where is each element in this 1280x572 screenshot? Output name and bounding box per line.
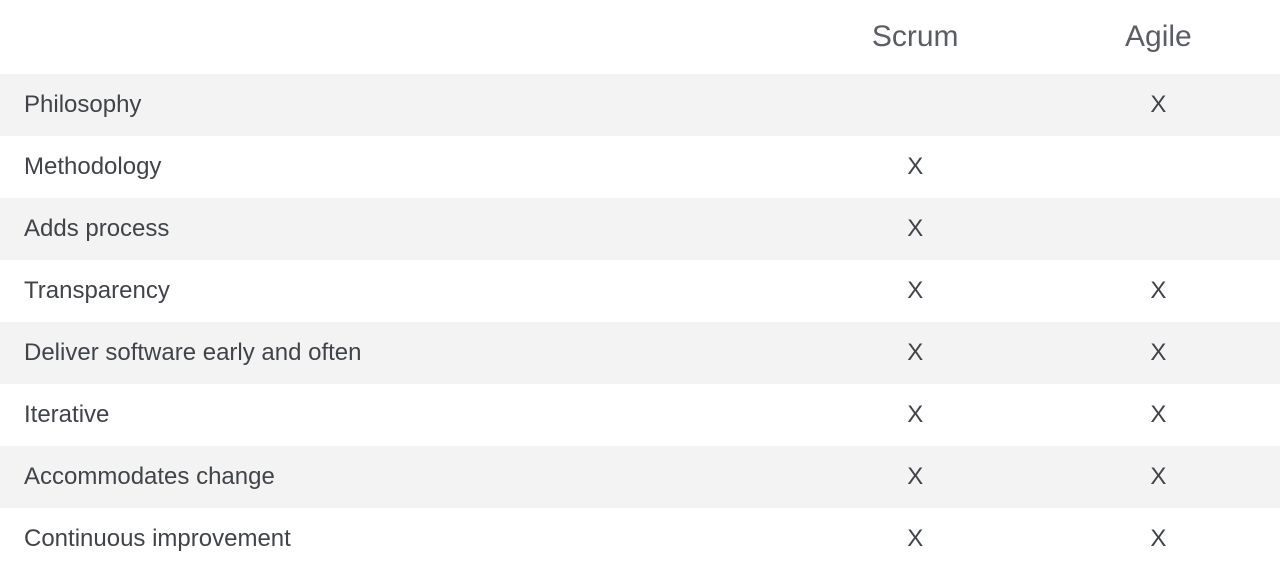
table-header-row: Scrum Agile xyxy=(0,0,1280,74)
column-header-scrum: Scrum xyxy=(794,0,1037,74)
scrum-agile-comparison-table: Scrum Agile PhilosophyXMethodologyXAdds … xyxy=(0,0,1280,570)
table-row: Adds process X xyxy=(0,198,1280,260)
cell-scrum: X xyxy=(794,322,1037,384)
column-header-empty xyxy=(0,0,794,74)
check-mark-icon: X xyxy=(1150,401,1166,428)
table-row: Deliver software early and often X X xyxy=(0,322,1280,384)
check-mark-icon: X xyxy=(907,401,923,428)
row-label: Continuous improvement xyxy=(0,508,794,570)
row-label: Deliver software early and often xyxy=(0,322,794,384)
check-mark-icon: X xyxy=(1150,525,1166,552)
cell-scrum xyxy=(794,74,1037,136)
check-mark-icon: X xyxy=(1150,277,1166,304)
table-row: Continuous improvement X X xyxy=(0,508,1280,570)
table-row: Transparency X X xyxy=(0,260,1280,322)
table-row: Philosophy X xyxy=(0,74,1280,136)
check-mark-icon: X xyxy=(907,277,923,304)
cell-agile: X xyxy=(1037,508,1280,570)
row-label: Methodology xyxy=(0,136,794,198)
row-label: Philosophy xyxy=(0,74,794,136)
check-mark-icon: X xyxy=(1150,339,1166,366)
check-mark-icon: X xyxy=(907,463,923,490)
cell-agile: X xyxy=(1037,446,1280,508)
cell-scrum: X xyxy=(794,508,1037,570)
table-body: PhilosophyXMethodologyXAdds processXTran… xyxy=(0,74,1280,570)
cell-scrum: X xyxy=(794,260,1037,322)
cell-agile xyxy=(1037,136,1280,198)
cell-scrum: X xyxy=(794,446,1037,508)
row-label: Transparency xyxy=(0,260,794,322)
check-mark-icon: X xyxy=(907,525,923,552)
table-row: Iterative X X xyxy=(0,384,1280,446)
cell-scrum: X xyxy=(794,384,1037,446)
column-header-agile: Agile xyxy=(1037,0,1280,74)
table-row: Methodology X xyxy=(0,136,1280,198)
check-mark-icon: X xyxy=(1150,463,1166,490)
cell-agile: X xyxy=(1037,322,1280,384)
check-mark-icon: X xyxy=(1150,91,1166,118)
cell-agile: X xyxy=(1037,384,1280,446)
cell-agile: X xyxy=(1037,74,1280,136)
cell-scrum: X xyxy=(794,136,1037,198)
cell-agile xyxy=(1037,198,1280,260)
check-mark-icon: X xyxy=(907,339,923,366)
row-label: Accommodates change xyxy=(0,446,794,508)
table-row: Accommodates change X X xyxy=(0,446,1280,508)
row-label: Iterative xyxy=(0,384,794,446)
check-mark-icon: X xyxy=(907,153,923,180)
row-label: Adds process xyxy=(0,198,794,260)
check-mark-icon: X xyxy=(907,215,923,242)
cell-agile: X xyxy=(1037,260,1280,322)
cell-scrum: X xyxy=(794,198,1037,260)
